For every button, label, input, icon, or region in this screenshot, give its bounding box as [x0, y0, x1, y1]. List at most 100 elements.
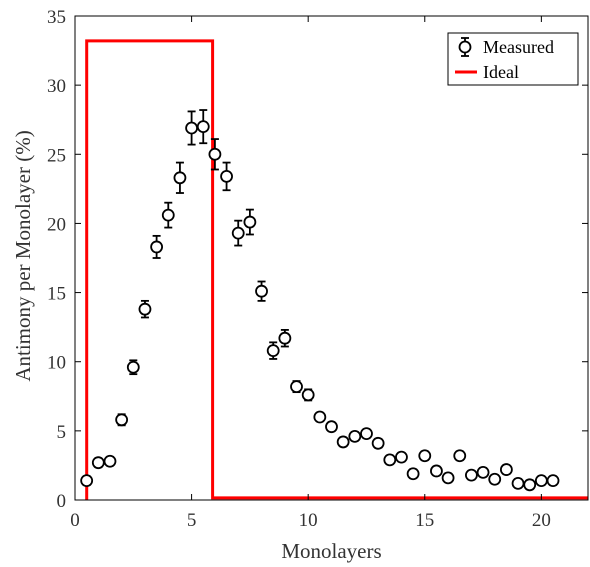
- data-point-measured: [91, 456, 105, 470]
- data-point-measured: [266, 341, 280, 360]
- data-point-measured: [336, 435, 350, 449]
- data-marker: [243, 215, 257, 229]
- y-tick-label: 25: [47, 145, 66, 166]
- data-marker: [103, 454, 117, 468]
- data-point-measured: [418, 449, 432, 463]
- data-point-measured: [255, 280, 268, 302]
- data-point-measured: [383, 453, 397, 467]
- x-tick-label: 15: [415, 510, 434, 531]
- data-marker: [208, 147, 222, 161]
- data-marker: [488, 472, 502, 486]
- data-point-measured: [406, 467, 420, 481]
- x-tick-label: 0: [70, 510, 80, 531]
- data-point-measured: [476, 465, 490, 479]
- data-marker: [290, 380, 303, 394]
- data-marker: [196, 120, 210, 134]
- data-point-measured: [231, 219, 245, 247]
- data-point-measured: [348, 429, 362, 443]
- data-marker: [313, 410, 327, 424]
- y-tick-label: 35: [47, 7, 66, 28]
- data-marker: [301, 388, 315, 402]
- data-marker: [546, 474, 560, 488]
- data-marker: [348, 429, 362, 443]
- y-tick-label: 5: [57, 422, 67, 443]
- y-tick-label: 10: [47, 353, 66, 374]
- data-marker: [185, 121, 198, 135]
- data-point-measured: [301, 388, 315, 402]
- data-point-measured: [138, 299, 152, 319]
- data-marker: [383, 453, 397, 467]
- data-marker: [465, 468, 478, 482]
- data-marker: [255, 284, 268, 298]
- data-marker: [476, 465, 490, 479]
- data-marker: [231, 226, 245, 240]
- data-point-measured: [360, 427, 373, 441]
- data-marker: [430, 464, 443, 478]
- data-point-measured: [534, 474, 548, 488]
- data-point-measured: [453, 449, 467, 463]
- data-marker: [418, 449, 432, 463]
- plot-area: [80, 39, 588, 500]
- data-point-measured: [278, 329, 292, 348]
- data-point-measured: [126, 359, 140, 376]
- data-marker: [406, 467, 420, 481]
- data-marker: [138, 302, 152, 316]
- data-marker: [266, 344, 280, 358]
- data-point-measured: [103, 454, 117, 468]
- data-marker: [80, 474, 94, 488]
- data-point-measured: [546, 474, 560, 488]
- data-point-measured: [488, 472, 502, 486]
- x-tick-label: 10: [299, 510, 318, 531]
- data-point-measured: [523, 478, 537, 492]
- data-marker: [499, 463, 513, 476]
- x-axis-label: Monolayers: [281, 539, 381, 563]
- data-point-measured: [161, 201, 175, 229]
- y-axis-label: Antimony per Monolayer (%): [11, 130, 35, 381]
- legend-box: [447, 32, 579, 86]
- data-point-measured: [80, 474, 94, 488]
- data-point-measured: [465, 468, 478, 482]
- data-marker: [534, 474, 548, 488]
- legend-label-ideal: Ideal: [483, 62, 519, 82]
- data-point-measured: [208, 138, 222, 171]
- data-marker: [360, 427, 373, 441]
- data-marker: [453, 449, 467, 463]
- y-tick-label: 15: [47, 284, 66, 305]
- data-marker: [161, 208, 175, 222]
- x-tick-label: 5: [187, 510, 197, 531]
- data-point-measured: [150, 234, 164, 259]
- legend-marker: [458, 40, 472, 54]
- data-marker: [173, 171, 187, 185]
- data-point-measured: [499, 463, 513, 476]
- data-point-measured: [290, 380, 303, 394]
- data-point-measured: [511, 477, 525, 490]
- data-point-measured: [325, 420, 338, 434]
- legend-label-measured: Measured: [483, 37, 554, 57]
- data-marker: [126, 360, 140, 374]
- data-marker: [523, 478, 537, 492]
- legend-measured-marker: [458, 37, 472, 57]
- legend: Measured Ideal: [447, 32, 579, 86]
- data-marker: [278, 331, 292, 345]
- data-marker: [325, 420, 338, 434]
- data-marker: [441, 471, 455, 485]
- data-point-measured: [441, 471, 455, 485]
- axes-box: [74, 15, 589, 501]
- data-point-measured: [173, 161, 187, 194]
- data-marker: [371, 436, 385, 450]
- data-point-measured: [243, 208, 257, 236]
- data-marker: [150, 240, 164, 254]
- data-marker: [91, 456, 105, 470]
- data-marker: [336, 435, 350, 449]
- series-ideal-line: [85, 39, 588, 500]
- data-point-measured: [430, 464, 443, 478]
- data-point-measured: [115, 413, 129, 427]
- y-tick-label: 30: [47, 76, 66, 97]
- data-point-measured: [313, 410, 327, 424]
- data-marker: [220, 170, 233, 183]
- data-point-measured: [196, 109, 210, 145]
- data-point-measured: [220, 161, 233, 192]
- data-marker: [115, 413, 129, 427]
